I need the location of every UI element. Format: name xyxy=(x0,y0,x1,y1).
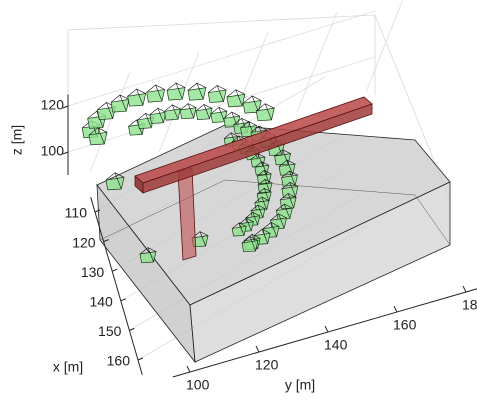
camera-face xyxy=(150,112,166,123)
z-tick-label: 120 xyxy=(41,97,65,113)
camera xyxy=(167,83,185,100)
camera-face xyxy=(111,99,129,112)
camera xyxy=(188,83,206,100)
y-tick xyxy=(325,326,328,332)
y-tick-label: 160 xyxy=(393,317,417,333)
y-tick-label: 120 xyxy=(255,357,279,373)
camera-face xyxy=(180,108,196,119)
y-tick xyxy=(256,346,259,352)
camera xyxy=(128,89,146,106)
camera xyxy=(227,90,245,107)
y-tick-label: 180 xyxy=(462,297,477,313)
y-tick xyxy=(463,286,466,292)
camera-face xyxy=(196,108,212,119)
y-tick-label: 100 xyxy=(186,377,210,393)
x-tick-label: 140 xyxy=(89,294,113,310)
x-axis-label: x [m] xyxy=(53,359,83,375)
camera-face xyxy=(208,90,226,103)
z-axis-label: z [m] xyxy=(9,125,25,155)
camera-face xyxy=(164,109,180,120)
camera-face xyxy=(128,94,146,107)
x-tick-label: 150 xyxy=(98,323,122,339)
camera xyxy=(164,105,180,120)
camera xyxy=(208,85,226,102)
x-tick-label: 160 xyxy=(107,353,131,369)
y-tick xyxy=(187,366,190,372)
camera xyxy=(196,104,212,119)
x-tick-label: 130 xyxy=(81,264,105,280)
camera xyxy=(147,85,165,102)
y-tick xyxy=(394,306,397,312)
grid-line xyxy=(366,0,406,92)
camera-face xyxy=(188,88,206,101)
camera-face xyxy=(227,94,245,107)
x-tick-label: 120 xyxy=(72,234,96,250)
camera-face xyxy=(167,87,185,100)
z-tick-label: 100 xyxy=(41,143,65,159)
chart: 110120130140150160100120140160180100120 … xyxy=(0,0,477,400)
grid-line xyxy=(297,12,337,112)
y-axis-label: y [m] xyxy=(285,377,315,393)
x-tick-label: 110 xyxy=(65,205,88,221)
camera-face xyxy=(147,90,165,103)
camera xyxy=(150,108,166,123)
camera xyxy=(180,104,196,119)
y-tick-label: 140 xyxy=(324,337,348,353)
